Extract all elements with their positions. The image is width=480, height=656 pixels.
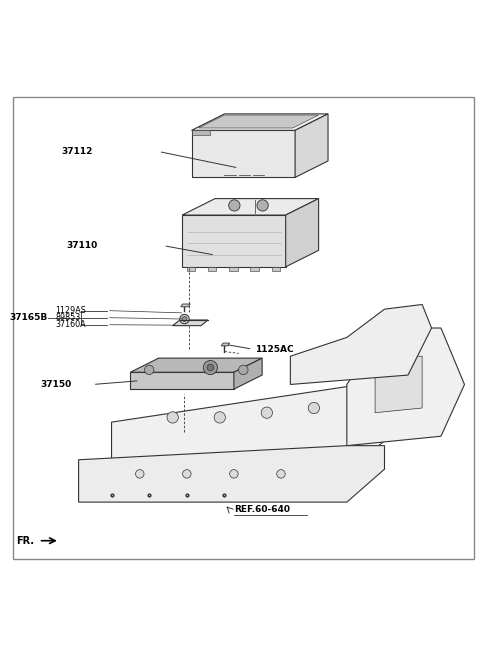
- Circle shape: [257, 200, 268, 211]
- Circle shape: [135, 470, 144, 478]
- Text: 37160A: 37160A: [55, 320, 86, 329]
- Polygon shape: [173, 320, 208, 325]
- Text: 89853: 89853: [55, 313, 80, 322]
- Polygon shape: [295, 114, 328, 177]
- Circle shape: [214, 412, 226, 423]
- Polygon shape: [192, 131, 210, 135]
- Circle shape: [261, 407, 273, 419]
- Circle shape: [229, 470, 238, 478]
- Text: FR.: FR.: [16, 536, 34, 546]
- Polygon shape: [182, 199, 319, 215]
- Polygon shape: [79, 445, 384, 502]
- Polygon shape: [221, 343, 229, 346]
- Polygon shape: [192, 114, 328, 131]
- Polygon shape: [111, 384, 408, 460]
- Text: 37150: 37150: [40, 380, 72, 389]
- Polygon shape: [181, 304, 190, 307]
- Bar: [208, 267, 216, 270]
- Circle shape: [239, 365, 248, 375]
- Circle shape: [204, 360, 217, 375]
- Bar: [272, 267, 280, 270]
- Polygon shape: [234, 358, 262, 389]
- Circle shape: [182, 317, 187, 321]
- Text: 1125AC: 1125AC: [255, 344, 294, 354]
- Text: REF.60-640: REF.60-640: [234, 504, 290, 514]
- Bar: [251, 267, 259, 270]
- Circle shape: [167, 412, 179, 423]
- Polygon shape: [192, 131, 295, 177]
- Polygon shape: [375, 356, 422, 413]
- Polygon shape: [290, 304, 432, 384]
- Polygon shape: [131, 372, 234, 389]
- Bar: [229, 267, 238, 270]
- Circle shape: [144, 365, 154, 375]
- Text: 37112: 37112: [61, 147, 93, 156]
- Circle shape: [229, 200, 240, 211]
- Polygon shape: [182, 215, 286, 267]
- Circle shape: [308, 402, 320, 414]
- Text: 37110: 37110: [66, 241, 97, 250]
- Polygon shape: [347, 328, 465, 445]
- Polygon shape: [199, 115, 319, 128]
- Bar: [187, 267, 195, 270]
- Text: 37165B: 37165B: [10, 313, 48, 322]
- Circle shape: [277, 470, 285, 478]
- Circle shape: [180, 314, 189, 324]
- Polygon shape: [131, 358, 262, 372]
- Polygon shape: [286, 199, 319, 267]
- Circle shape: [207, 364, 214, 371]
- Text: 1129AS: 1129AS: [55, 306, 86, 315]
- Circle shape: [182, 470, 191, 478]
